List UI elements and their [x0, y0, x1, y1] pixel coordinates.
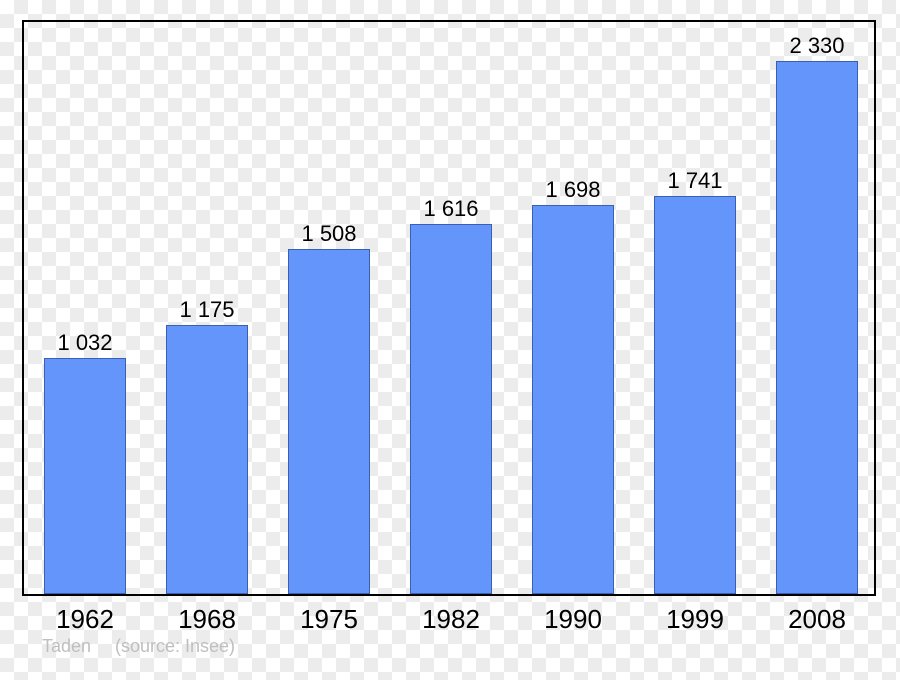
x-axis-label: 1962 [24, 604, 146, 635]
bar-value-label: 2 330 [756, 33, 878, 59]
chart-canvas: 1 0321 175 1 5081 6161 6981 741 2 330 1962… [0, 0, 900, 680]
bar-value-label: 1 741 [634, 168, 756, 194]
x-axis-label: 1982 [390, 604, 512, 635]
caption-source: (source: Insee) [115, 636, 235, 657]
caption-location: Taden [42, 636, 91, 657]
x-axis-label: 1990 [512, 604, 634, 635]
bar [532, 205, 614, 594]
bar [166, 325, 248, 594]
x-axis-label: 1975 [268, 604, 390, 635]
bar-value-label: 1 616 [390, 196, 512, 222]
x-axis-label: 1968 [146, 604, 268, 635]
x-axis-label: 2008 [756, 604, 878, 635]
bar [44, 358, 126, 594]
bar [288, 249, 370, 594]
x-axis-label: 1999 [634, 604, 756, 635]
bar-value-label: 1 175 [146, 297, 268, 323]
bar [410, 224, 492, 594]
bar [654, 196, 736, 594]
bar-value-label: 1 032 [24, 330, 146, 356]
bar [776, 61, 858, 594]
bar-value-label: 1 508 [268, 221, 390, 247]
bar-value-label: 1 698 [512, 177, 634, 203]
